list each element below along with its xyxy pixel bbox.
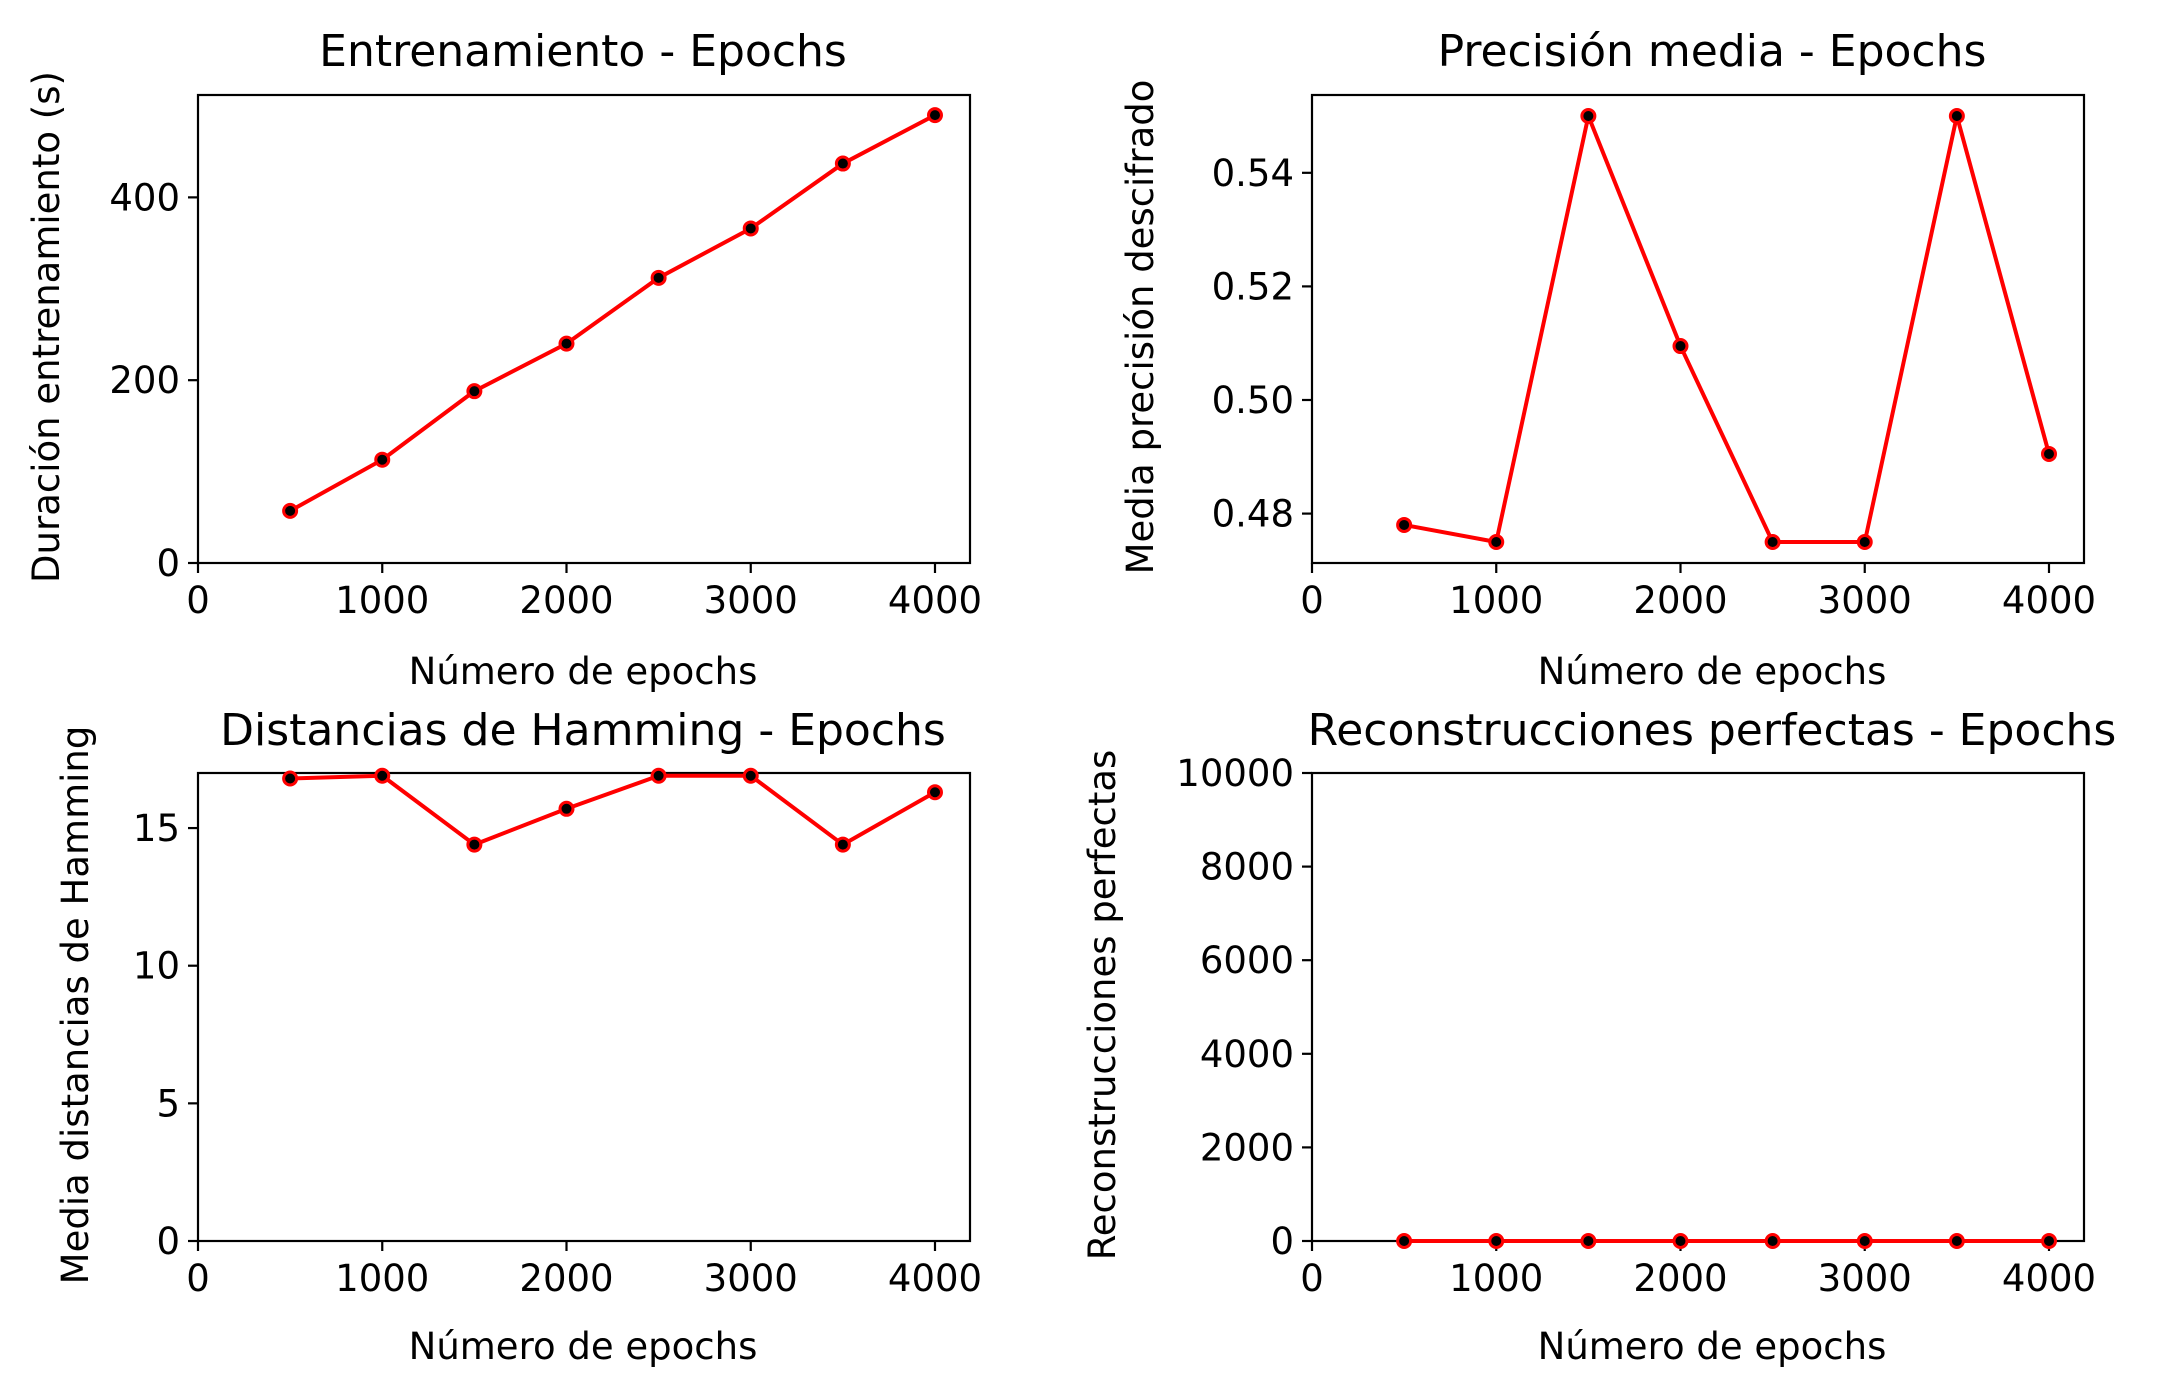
- x-tick-label: 0: [1300, 1257, 1324, 1300]
- y-tick-label: 5: [156, 1082, 180, 1125]
- x-tick-label: 2000: [1633, 579, 1727, 622]
- data-point: [742, 220, 759, 237]
- data-point: [374, 451, 391, 468]
- data-point: [2040, 445, 2057, 462]
- data-point: [650, 269, 667, 286]
- x-tick-label: 1000: [335, 1257, 429, 1300]
- plot-area: 0 1000 2000 3000 4000 0 2000 4000 6000 8000 10000: [1176, 752, 2096, 1300]
- y-tick-label: 10: [133, 945, 180, 988]
- data-point: [1396, 516, 1413, 533]
- data-point: [926, 784, 943, 801]
- data-point: [1856, 533, 1873, 550]
- y-axis-label: Media precisión descifrado: [1119, 80, 1162, 575]
- x-tick-label: 3000: [1818, 579, 1912, 622]
- subplot-perfect-reconstructions: Reconstrucciones perfectas - Epochs Núme…: [1081, 705, 2116, 1368]
- x-tick-label: 1000: [1449, 1257, 1543, 1300]
- x-tick-label: 0: [186, 1257, 210, 1300]
- x-tick-label: 0: [186, 579, 210, 622]
- x-tick-label: 4000: [2002, 1257, 2096, 1300]
- data-point: [1488, 533, 1505, 550]
- y-axis-label: Duración entrenamiento (s): [25, 71, 68, 583]
- subplot-training-duration: Entrenamiento - Epochs Número de epochs …: [25, 26, 982, 693]
- data-point: [742, 767, 759, 784]
- x-axis-label: Número de epochs: [409, 650, 758, 693]
- subplot-hamming-distance: Distancias de Hamming - Epochs Número de…: [54, 705, 982, 1368]
- x-axis-label: Número de epochs: [1538, 650, 1887, 693]
- y-tick-label: 2000: [1200, 1126, 1294, 1169]
- data-point: [282, 770, 299, 787]
- data-point: [650, 767, 667, 784]
- subplot-title: Entrenamiento - Epochs: [319, 26, 847, 77]
- data-point: [466, 836, 483, 853]
- y-axis-label: Reconstrucciones perfectas: [1081, 750, 1124, 1261]
- data-point: [466, 383, 483, 400]
- data-point: [1948, 108, 1965, 125]
- x-tick-label: 3000: [704, 579, 798, 622]
- x-tick-label: 3000: [704, 1257, 798, 1300]
- y-tick-label: 0: [156, 1220, 180, 1263]
- series-line: [1403, 114, 2051, 544]
- y-tick-label: 10000: [1176, 752, 1294, 795]
- x-tick-label: 2000: [519, 579, 613, 622]
- axes-frame: [196, 771, 972, 1243]
- data-point: [926, 107, 943, 124]
- subplot-title: Distancias de Hamming - Epochs: [220, 705, 946, 756]
- data-point: [282, 502, 299, 519]
- data-point: [1764, 533, 1781, 550]
- axes-frame: [196, 93, 972, 565]
- x-tick-label: 0: [1300, 579, 1324, 622]
- plot-area: 0 1000 2000 3000 4000 0 200 400: [109, 93, 982, 622]
- data-point: [1672, 338, 1689, 355]
- x-tick-label: 2000: [1633, 1257, 1727, 1300]
- data-point: [374, 767, 391, 784]
- y-axis-label: Media distancias de Hamming: [54, 726, 97, 1285]
- data-point: [2040, 1233, 2057, 1249]
- x-tick-label: 2000: [519, 1257, 613, 1300]
- y-tick-label: 0.50: [1212, 379, 1294, 422]
- data-point: [1672, 1233, 1689, 1249]
- series-line: [290, 773, 936, 847]
- y-tick-label: 15: [133, 807, 180, 850]
- y-tick-label: 0.54: [1212, 152, 1294, 195]
- x-tick-label: 1000: [335, 579, 429, 622]
- data-point: [1580, 1233, 1597, 1249]
- y-tick-label: 6000: [1200, 939, 1294, 982]
- data-point: [1396, 1233, 1413, 1249]
- subplot-title: Precisión media - Epochs: [1438, 26, 1987, 77]
- y-tick-label: 400: [109, 176, 180, 219]
- y-tick-label: 0: [1270, 1220, 1294, 1263]
- series-line: [289, 113, 936, 513]
- subplot-title: Reconstrucciones perfectas - Epochs: [1308, 705, 2117, 756]
- y-tick-label: 4000: [1200, 1033, 1294, 1076]
- axes-frame: [1310, 93, 2086, 565]
- plot-area: 0 1000 2000 3000 4000 0.48 0.50 0.52 0.54: [1212, 93, 2096, 622]
- data-point: [1856, 1233, 1873, 1249]
- y-tick-label: 8000: [1200, 846, 1294, 889]
- x-tick-label: 4000: [888, 579, 982, 622]
- data-point: [1948, 1233, 1965, 1249]
- subplot-mean-precision: Precisión media - Epochs Número de epoch…: [1119, 26, 2096, 693]
- y-tick-label: 0: [156, 542, 180, 585]
- x-tick-label: 4000: [888, 1257, 982, 1300]
- data-point: [558, 335, 575, 352]
- y-tick-label: 0.52: [1212, 265, 1294, 308]
- data-point: [834, 155, 851, 172]
- data-point: [1488, 1233, 1505, 1249]
- data-point: [834, 836, 851, 853]
- data-point: [1580, 108, 1597, 125]
- x-tick-label: 4000: [2002, 579, 2096, 622]
- plot-area: 0 1000 2000 3000 4000 0 5 10 15: [133, 767, 982, 1300]
- x-tick-label: 1000: [1449, 579, 1543, 622]
- y-tick-label: 0.48: [1212, 493, 1294, 536]
- y-tick-label: 200: [109, 359, 180, 402]
- data-point: [558, 800, 575, 817]
- data-point: [1764, 1233, 1781, 1249]
- x-axis-label: Número de epochs: [409, 1325, 758, 1368]
- x-axis-label: Número de epochs: [1538, 1325, 1887, 1368]
- x-tick-label: 3000: [1818, 1257, 1912, 1300]
